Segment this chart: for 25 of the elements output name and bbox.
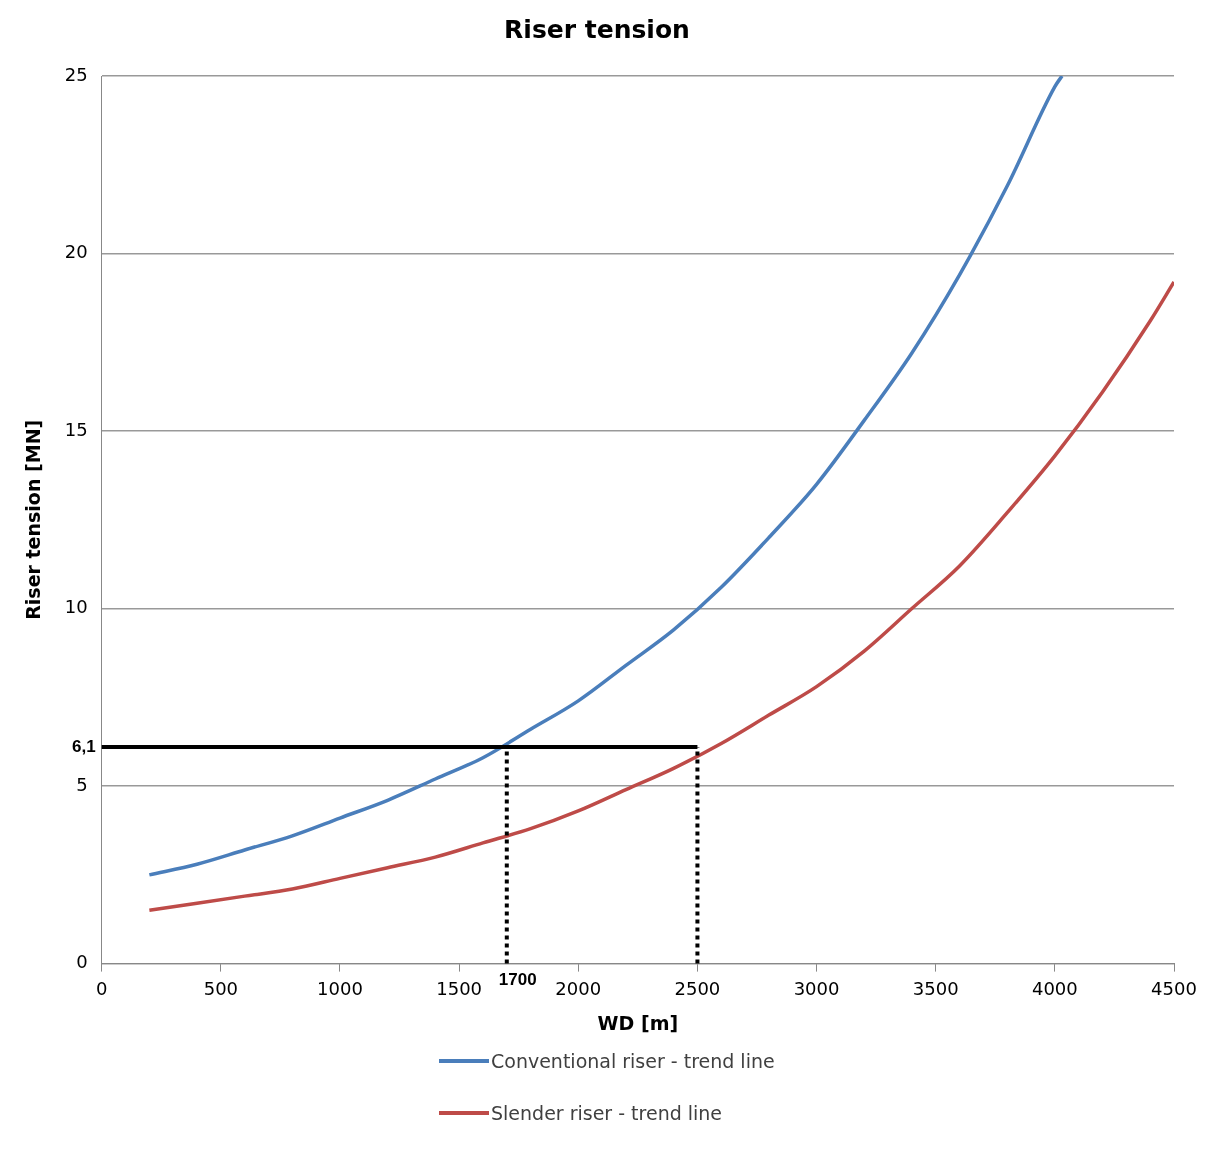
x-tick-label: 3000: [793, 978, 840, 1000]
y-tick-label: 25: [64, 63, 88, 85]
legend-label: Slender riser - trend line: [491, 1102, 723, 1124]
x-tick-label: 0: [95, 978, 108, 1000]
x-tick-label: 500: [203, 978, 239, 1000]
x-axis-title: WD [m]: [597, 1011, 679, 1034]
x-tick-label: 3500: [912, 978, 959, 1000]
y-tick-label: 20: [64, 241, 88, 263]
line-series: [147, 76, 1064, 877]
x-tick-label: 1000: [317, 978, 363, 1000]
y-tick-label: 0: [76, 951, 88, 973]
x-tick-label: 4500: [1151, 978, 1197, 1000]
x-tick-label: 1500: [436, 978, 483, 1000]
legend-label: Conventional riser - trend line: [491, 1050, 775, 1072]
ref-line-label: 1700: [498, 969, 537, 989]
x-tick-label: 2000: [555, 978, 602, 1000]
line-series: [147, 280, 1174, 913]
ref-line-label: 6,1: [72, 736, 96, 756]
x-tick-label: 2500: [674, 978, 721, 1000]
y-tick-label: 5: [76, 773, 88, 795]
y-tick-label: 15: [64, 418, 88, 440]
y-tick-label: 10: [64, 596, 88, 618]
chart-title: Riser tension: [504, 14, 690, 44]
x-tick-label: 4000: [1031, 978, 1078, 1000]
y-axis-title: Riser tension [MN]: [22, 419, 45, 620]
